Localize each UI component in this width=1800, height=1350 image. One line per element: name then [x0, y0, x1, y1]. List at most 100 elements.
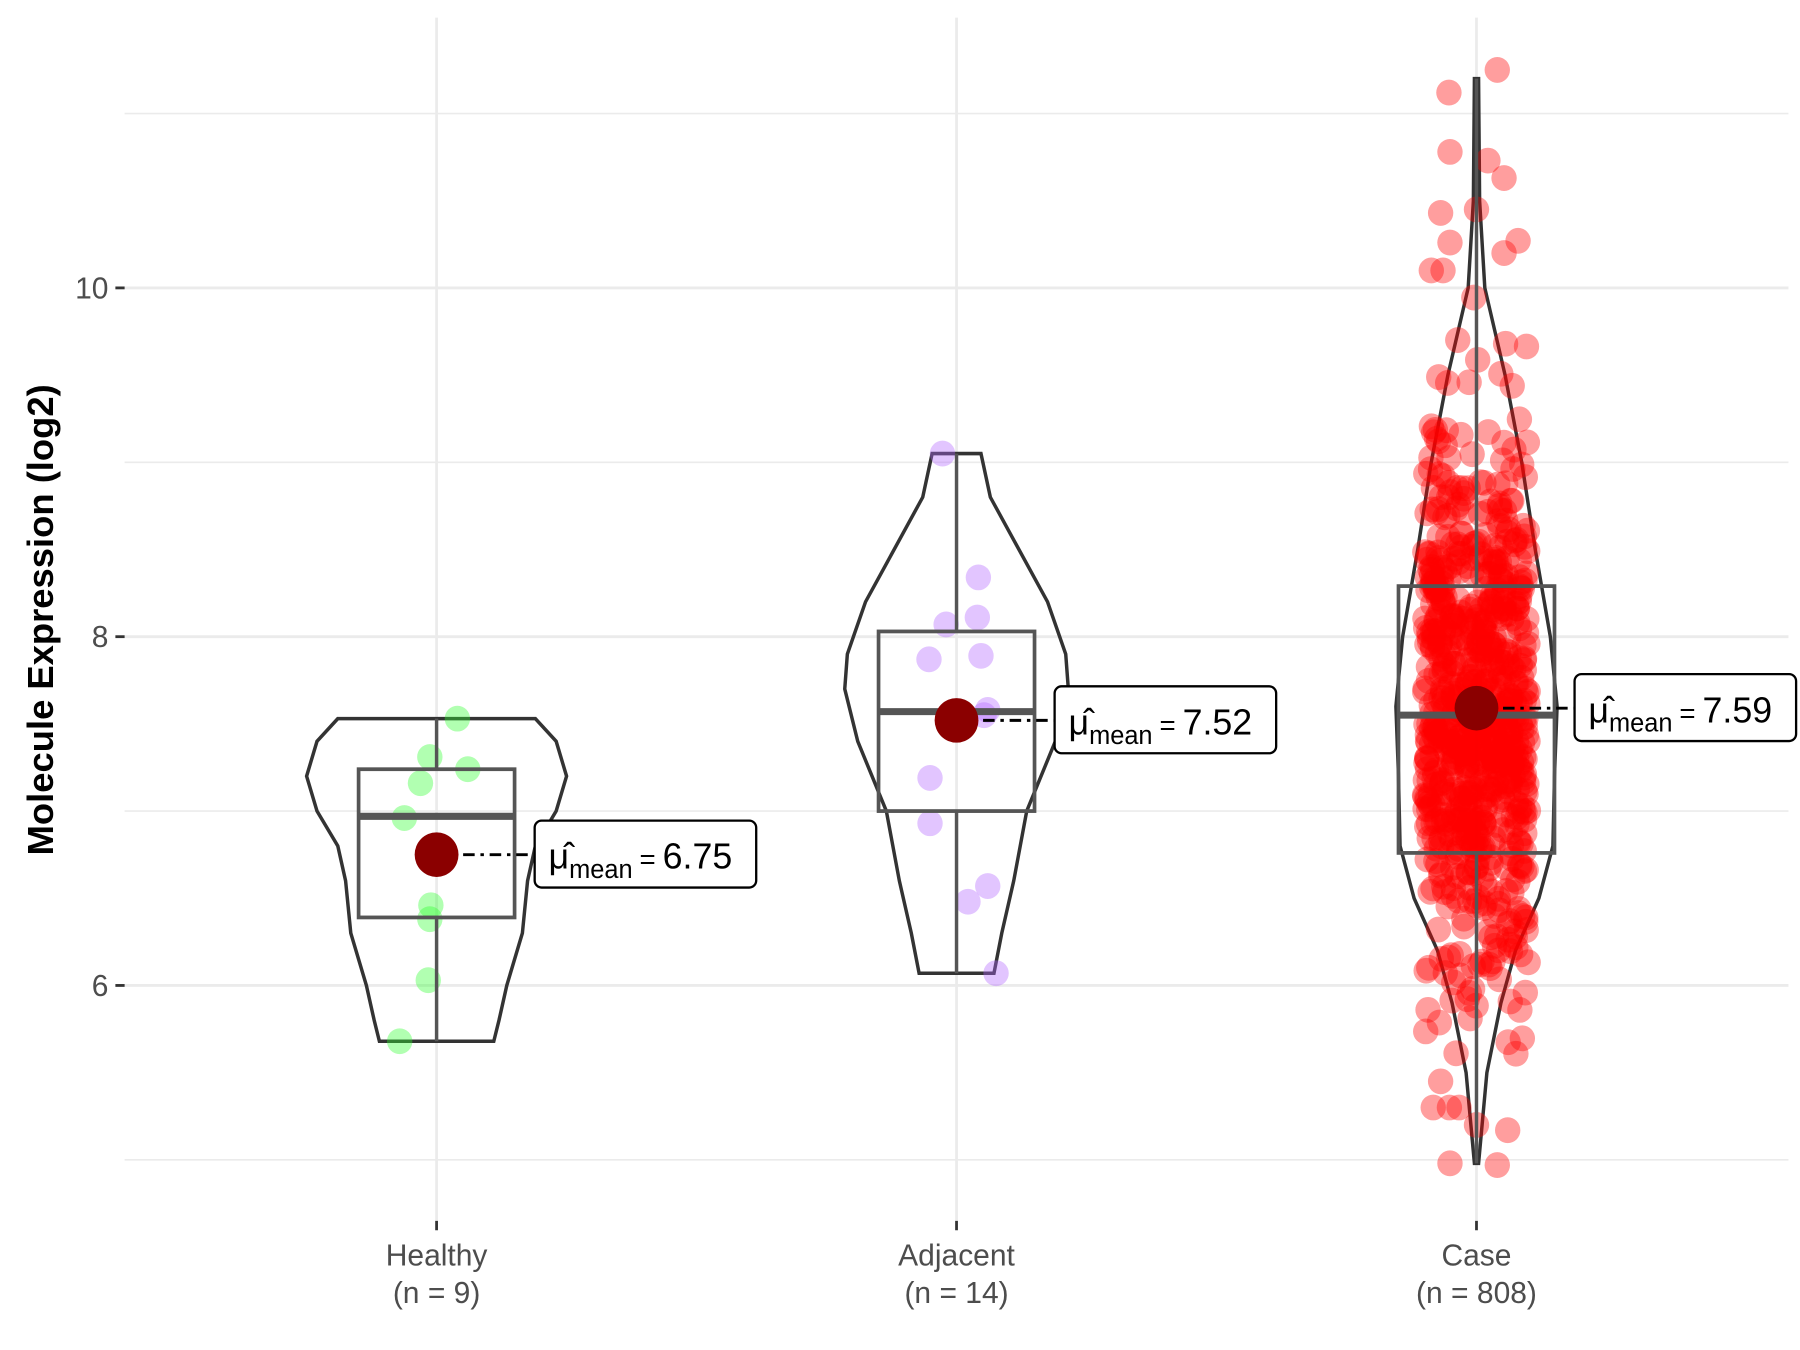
data-point [1460, 811, 1486, 838]
data-point [1436, 1094, 1463, 1121]
data-point [1498, 684, 1524, 710]
data-point [1506, 547, 1533, 574]
data-point [1499, 372, 1525, 399]
data-point [1420, 570, 1447, 596]
data-point [1503, 1040, 1529, 1067]
data-point [1473, 765, 1499, 791]
data-point [1512, 533, 1538, 560]
data-point [1419, 742, 1445, 769]
data-point [1500, 763, 1526, 790]
data-point [1478, 924, 1504, 951]
data-point [1493, 641, 1520, 668]
data-point [1448, 599, 1474, 626]
data-point [1435, 944, 1462, 971]
data-point [1461, 860, 1488, 887]
mean-label-box [533, 819, 758, 889]
data-point [1431, 657, 1457, 684]
data-point [1515, 630, 1541, 657]
data-point [1467, 545, 1493, 572]
data-point [1456, 663, 1483, 690]
data-point [1454, 750, 1481, 777]
data-point [1481, 727, 1508, 754]
data-point [1508, 575, 1534, 601]
data-point [1502, 527, 1528, 554]
data-point [1473, 607, 1499, 634]
data-point [1427, 827, 1454, 854]
data-point [1509, 575, 1536, 602]
data-point [1430, 257, 1456, 284]
box-iqr [876, 629, 1037, 813]
data-point [1457, 781, 1483, 808]
data-point [1436, 674, 1462, 701]
data-point [1425, 496, 1452, 523]
data-point [1439, 659, 1466, 686]
data-point [1471, 618, 1497, 645]
data-point [1428, 685, 1454, 712]
data-point [1510, 744, 1537, 771]
data-point [1431, 778, 1458, 805]
data-point [929, 440, 956, 467]
data-point [1429, 676, 1455, 703]
data-point [1435, 502, 1461, 529]
data-point [1448, 785, 1475, 812]
data-point [1431, 873, 1457, 900]
data-point [1452, 740, 1478, 767]
data-point [1459, 614, 1486, 641]
data-point [1477, 549, 1504, 575]
data-point [1416, 628, 1443, 655]
data-point [1424, 806, 1450, 833]
data-point [1435, 484, 1462, 511]
data-point [1465, 810, 1491, 837]
data-point [1491, 429, 1517, 456]
data-point [1439, 602, 1466, 629]
data-point [1467, 733, 1493, 760]
data-point [1513, 560, 1539, 587]
data-point [1513, 904, 1539, 931]
data-point [1467, 500, 1494, 527]
data-point [1511, 523, 1538, 550]
data-point [1506, 644, 1532, 671]
data-point [1415, 729, 1441, 756]
data-point [1515, 690, 1541, 717]
mean-value: 6.75 [663, 835, 733, 876]
data-point [1451, 905, 1477, 932]
data-point [1484, 754, 1510, 780]
data-point [1505, 868, 1531, 895]
data-point [1491, 165, 1517, 191]
data-point [1468, 596, 1494, 623]
data-point [1455, 740, 1481, 767]
data-point [1445, 586, 1471, 613]
data-point [1509, 451, 1535, 478]
data-point [1425, 603, 1451, 629]
data-point [1504, 590, 1530, 617]
data-point [1466, 735, 1493, 762]
data-point [1484, 923, 1510, 950]
data-point [1459, 441, 1485, 468]
data-point [1507, 569, 1534, 596]
data-point [1448, 534, 1475, 561]
data-point [1432, 504, 1458, 531]
data-point [1478, 849, 1504, 876]
data-point [1508, 830, 1534, 857]
data-point [1459, 620, 1485, 647]
data-point [1476, 590, 1503, 617]
data-point [1499, 751, 1525, 778]
data-point [1431, 685, 1457, 712]
data-point [1437, 620, 1463, 647]
data-point [1432, 584, 1458, 611]
data-point [1419, 635, 1446, 662]
data-point [1479, 582, 1505, 609]
data-point [1449, 863, 1476, 890]
data-point [1480, 948, 1506, 975]
data-point [968, 642, 994, 669]
data-point [1503, 790, 1530, 816]
data-point [1444, 843, 1470, 870]
data-point [1427, 200, 1454, 226]
data-point [1423, 686, 1449, 713]
data-point [1414, 745, 1440, 771]
data-point [1506, 829, 1532, 856]
data-point [1436, 781, 1463, 808]
violin-case [1394, 76, 1559, 1166]
violins [304, 76, 1559, 1166]
data-point [1514, 771, 1540, 797]
